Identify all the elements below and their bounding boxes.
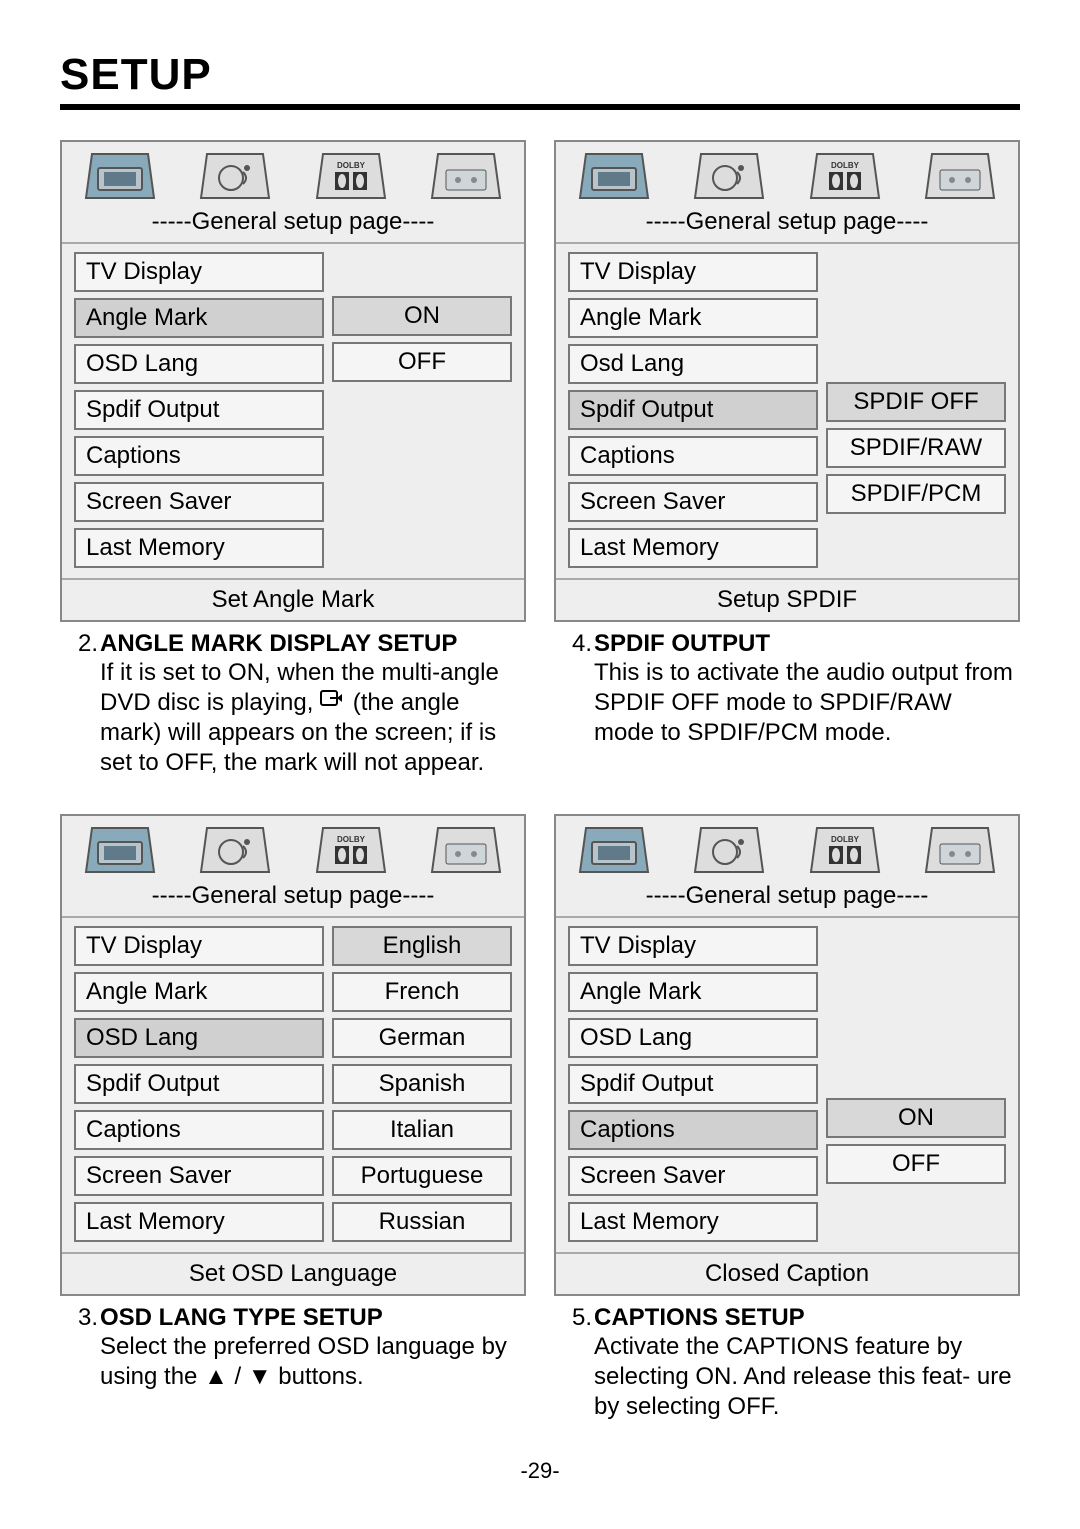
menu-item[interactable]: Spdif Output: [74, 390, 324, 430]
menu-header: -----General setup page----: [62, 206, 524, 244]
tab-dolby-icon[interactable]: DOLBY: [809, 826, 881, 874]
section-angle: DOLBY -----General setup page---- TV Displ…: [60, 140, 526, 804]
desc-osdlang-num: 3.: [78, 1304, 100, 1332]
desc-angle-body: If it is set to ON, when the multi-angle…: [78, 658, 522, 778]
content-grid: DOLBY -----General setup page---- TV Displ…: [60, 140, 1020, 1448]
menu-item[interactable]: Angle Mark: [568, 972, 818, 1012]
tab-tv-icon[interactable]: [84, 826, 156, 874]
menu-item[interactable]: Spdif Output: [568, 1064, 818, 1104]
menu-item[interactable]: TV Display: [74, 926, 324, 966]
section-spdif: DOLBY -----General setup page---- TV Displ…: [554, 140, 1020, 804]
option-item[interactable]: Italian: [332, 1110, 512, 1150]
desc-angle-title: ANGLE MARK DISPLAY SETUP: [100, 630, 457, 658]
menu-item[interactable]: TV Display: [74, 252, 324, 292]
option-item[interactable]: SPDIF/PCM: [826, 474, 1006, 514]
panel-footer: Set Angle Mark: [62, 578, 524, 620]
menu-item[interactable]: Angle Mark: [74, 298, 324, 338]
panel-footer: Setup SPDIF: [556, 578, 1018, 620]
panel-footer: Closed Caption: [556, 1252, 1018, 1294]
menu-item[interactable]: Screen Saver: [74, 1156, 324, 1196]
desc-captions-body: Activate the CAPTIONS feature by selecti…: [572, 1332, 1016, 1422]
menu-item[interactable]: OSD Lang: [568, 1018, 818, 1058]
tab-misc-icon[interactable]: [924, 152, 996, 200]
option-item[interactable]: French: [332, 972, 512, 1012]
panel-spdif: DOLBY -----General setup page---- TV Displ…: [554, 140, 1020, 622]
option-item[interactable]: OFF: [332, 342, 512, 382]
section-captions: DOLBY -----General setup page---- TV Displ…: [554, 814, 1020, 1448]
desc-spdif-num: 4.: [572, 630, 594, 658]
option-item[interactable]: ON: [332, 296, 512, 336]
menu-item[interactable]: Last Memory: [568, 528, 818, 568]
tab-dolby-icon[interactable]: DOLBY: [315, 152, 387, 200]
tab-speaker-icon[interactable]: [693, 826, 765, 874]
option-item[interactable]: SPDIF/RAW: [826, 428, 1006, 468]
menu-item[interactable]: Last Memory: [568, 1202, 818, 1242]
desc-captions-num: 5.: [572, 1304, 594, 1332]
menu-item[interactable]: Screen Saver: [568, 1156, 818, 1196]
menu-item[interactable]: OSD Lang: [74, 1018, 324, 1058]
panel-angle: DOLBY -----General setup page---- TV Displ…: [60, 140, 526, 622]
desc-angle-num: 2.: [78, 630, 100, 658]
tab-dolby-icon[interactable]: DOLBY: [315, 826, 387, 874]
svg-text:DOLBY: DOLBY: [831, 835, 860, 844]
page-title: SETUP: [60, 50, 1020, 100]
tab-speaker-icon[interactable]: [199, 152, 271, 200]
desc-spdif: 4. SPDIF OUTPUT This is to activate the …: [554, 622, 1020, 774]
option-item[interactable]: ON: [826, 1098, 1006, 1138]
desc-captions-title: CAPTIONS SETUP: [594, 1304, 805, 1332]
menu-item[interactable]: Angle Mark: [74, 972, 324, 1012]
menu-header: -----General setup page----: [556, 880, 1018, 918]
menu-item[interactable]: Captions: [74, 1110, 324, 1150]
menu-item[interactable]: Captions: [568, 1110, 818, 1150]
option-item[interactable]: English: [332, 926, 512, 966]
tab-misc-icon[interactable]: [430, 826, 502, 874]
desc-osdlang: 3. OSD LANG TYPE SETUP Select the prefer…: [60, 1296, 526, 1418]
menu-item[interactable]: Last Memory: [74, 1202, 324, 1242]
menu-item[interactable]: Screen Saver: [74, 482, 324, 522]
page-number: -29-: [60, 1458, 1020, 1484]
menu-item[interactable]: TV Display: [568, 926, 818, 966]
angle-mark-icon: [320, 690, 346, 712]
tab-tv-icon[interactable]: [84, 152, 156, 200]
svg-text:DOLBY: DOLBY: [337, 161, 366, 170]
tab-tv-icon[interactable]: [578, 152, 650, 200]
desc-spdif-body: This is to activate the audio output fro…: [572, 658, 1016, 748]
menu-item[interactable]: Osd Lang: [568, 344, 818, 384]
menu-item[interactable]: Screen Saver: [568, 482, 818, 522]
option-item[interactable]: Spanish: [332, 1064, 512, 1104]
menu-item[interactable]: Spdif Output: [568, 390, 818, 430]
section-osdlang: DOLBY -----General setup page---- TV Displ…: [60, 814, 526, 1448]
panel-osdlang: DOLBY -----General setup page---- TV Displ…: [60, 814, 526, 1296]
title-rule: [60, 104, 1020, 110]
desc-osdlang-title: OSD LANG TYPE SETUP: [100, 1304, 383, 1332]
svg-text:DOLBY: DOLBY: [831, 161, 860, 170]
panel-captions: DOLBY -----General setup page---- TV Displ…: [554, 814, 1020, 1296]
menu-item[interactable]: Spdif Output: [74, 1064, 324, 1104]
desc-spdif-title: SPDIF OUTPUT: [594, 630, 770, 658]
menu-item[interactable]: TV Display: [568, 252, 818, 292]
panel-footer: Set OSD Language: [62, 1252, 524, 1294]
option-item[interactable]: German: [332, 1018, 512, 1058]
menu-item[interactable]: Last Memory: [74, 528, 324, 568]
menu-item[interactable]: Angle Mark: [568, 298, 818, 338]
option-item[interactable]: SPDIF OFF: [826, 382, 1006, 422]
menu-item[interactable]: Captions: [568, 436, 818, 476]
menu-item[interactable]: Captions: [74, 436, 324, 476]
option-item[interactable]: OFF: [826, 1144, 1006, 1184]
menu-header: -----General setup page----: [62, 880, 524, 918]
tab-tv-icon[interactable]: [578, 826, 650, 874]
option-item[interactable]: Russian: [332, 1202, 512, 1242]
desc-captions: 5. CAPTIONS SETUP Activate the CAPTIONS …: [554, 1296, 1020, 1448]
tab-misc-icon[interactable]: [924, 826, 996, 874]
tab-dolby-icon[interactable]: DOLBY: [809, 152, 881, 200]
option-item[interactable]: Portuguese: [332, 1156, 512, 1196]
menu-header: -----General setup page----: [556, 206, 1018, 244]
desc-osdlang-body: Select the preferred OSD language by usi…: [78, 1332, 522, 1392]
desc-angle: 2. ANGLE MARK DISPLAY SETUP If it is set…: [60, 622, 526, 804]
tab-speaker-icon[interactable]: [199, 826, 271, 874]
svg-text:DOLBY: DOLBY: [337, 835, 366, 844]
menu-item[interactable]: OSD Lang: [74, 344, 324, 384]
tab-misc-icon[interactable]: [430, 152, 502, 200]
tab-speaker-icon[interactable]: [693, 152, 765, 200]
